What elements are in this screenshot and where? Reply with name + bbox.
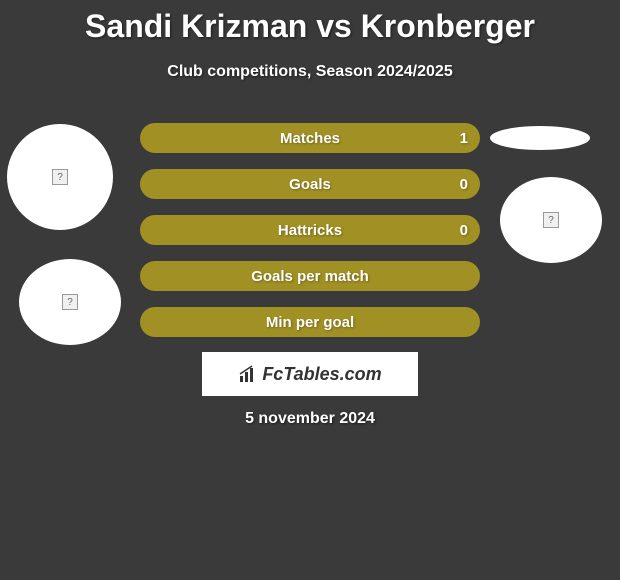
player2-club-avatar: ?	[500, 177, 602, 263]
stat-value: 1	[460, 130, 468, 147]
stat-row-min-per-goal: Min per goal	[140, 307, 480, 337]
chart-icon	[238, 364, 258, 384]
stat-value: 0	[460, 222, 468, 239]
player2-avatar	[490, 126, 590, 150]
placeholder-icon: ?	[52, 169, 68, 185]
player1-avatar: ?	[7, 124, 113, 230]
stat-row-matches: Matches 1	[140, 123, 480, 153]
stat-label: Goals	[289, 176, 331, 193]
stats-container: Matches 1 Goals 0 Hattricks 0 Goals per …	[140, 123, 480, 353]
stat-label: Goals per match	[251, 268, 369, 285]
player1-club-avatar: ?	[19, 259, 121, 345]
logo-text: FcTables.com	[262, 364, 381, 385]
stat-label: Min per goal	[266, 314, 354, 331]
stat-row-goals: Goals 0	[140, 169, 480, 199]
page-title: Sandi Krizman vs Kronberger	[0, 0, 620, 45]
stat-label: Matches	[280, 130, 340, 147]
stat-value: 0	[460, 176, 468, 193]
placeholder-icon: ?	[543, 212, 559, 228]
placeholder-icon: ?	[62, 294, 78, 310]
date-text: 5 november 2024	[0, 410, 620, 428]
logo-box: FcTables.com	[202, 352, 418, 396]
stat-label: Hattricks	[278, 222, 342, 239]
stat-row-goals-per-match: Goals per match	[140, 261, 480, 291]
subtitle: Club competitions, Season 2024/2025	[0, 63, 620, 81]
stat-row-hattricks: Hattricks 0	[140, 215, 480, 245]
